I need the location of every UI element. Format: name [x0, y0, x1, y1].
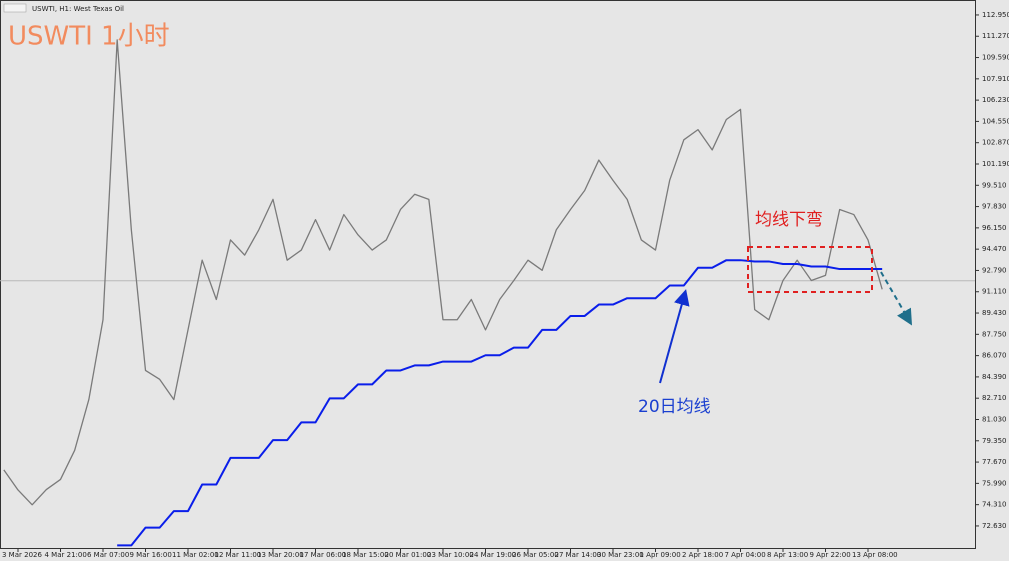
x-tick-label: 11 Mar 02:00: [172, 551, 219, 559]
y-tick-label: 94.470: [982, 245, 1007, 253]
x-tick-label: 24 Mar 19:00: [470, 551, 517, 559]
x-tick-label: 23 Mar 10:00: [427, 551, 474, 559]
x-tick-label: 9 Mar 16:00: [130, 551, 172, 559]
chart-title: USWTI 1小时: [8, 22, 170, 52]
y-tick-label: 112.950: [982, 11, 1009, 19]
y-tick-label: 86.070: [982, 352, 1007, 360]
y-tick-label: 87.750: [982, 330, 1007, 338]
window-header: USWTI, H1: West Texas Oil: [32, 5, 124, 13]
y-tick-label: 111.270: [982, 32, 1009, 40]
price-line-series: [3, 39, 883, 506]
x-tick-label: 13 Mar 20:00: [257, 551, 304, 559]
y-tick-label: 96.150: [982, 224, 1007, 232]
x-tick-label: 8 Apr 13:00: [767, 551, 808, 559]
ma-annotation: 20日均线: [638, 397, 711, 417]
window-icons: [3, 3, 27, 13]
x-tick-label: 27 Mar 14:00: [555, 551, 602, 559]
y-tick-label: 79.350: [982, 437, 1007, 445]
y-tick-label: 109.590: [982, 54, 1009, 62]
highlight-box: [747, 246, 873, 293]
x-tick-label: 18 Mar 15:00: [342, 551, 389, 559]
x-tick-label: 4 Mar 21:00: [45, 551, 87, 559]
x-tick-label: 12 Mar 11:00: [215, 551, 262, 559]
x-tick-label: 30 Mar 23:00: [597, 551, 644, 559]
y-tick-label: 89.430: [982, 309, 1007, 317]
x-tick-label: 13 Apr 08:00: [852, 551, 898, 559]
y-tick-label: 101.190: [982, 160, 1009, 168]
x-tick-label: 7 Apr 04:00: [725, 551, 766, 559]
y-tick-label: 102.870: [982, 139, 1009, 147]
y-tick-label: 91.110: [982, 288, 1007, 296]
moving-average-line: [117, 259, 883, 547]
y-tick-label: 99.510: [982, 181, 1007, 189]
x-tick-label: 1 Apr 09:00: [640, 551, 681, 559]
y-tick-label: 84.390: [982, 373, 1007, 381]
x-tick-label: 20 Mar 01:00: [385, 551, 432, 559]
y-tick-label: 72.630: [982, 522, 1007, 530]
x-tick-label: 6 Mar 07:00: [87, 551, 129, 559]
y-tick-label: 92.790: [982, 266, 1007, 274]
ma-arrow: [659, 289, 690, 384]
y-tick-label: 82.710: [982, 394, 1007, 402]
x-tick-label: 26 Mar 05:00: [512, 551, 559, 559]
x-tick-label: 2 Apr 18:00: [682, 551, 723, 559]
y-tick-label: 97.830: [982, 203, 1007, 211]
x-tick-label: 17 Mar 06:00: [300, 551, 347, 559]
x-tick-label: 3 Mar 2026: [2, 551, 42, 559]
x-tick-label: 9 Apr 22:00: [810, 551, 851, 559]
plot-frame: [0, 0, 976, 549]
bend-annotation: 均线下弯: [755, 210, 823, 230]
y-tick-label: 104.550: [982, 117, 1009, 125]
trend-arrow: [880, 271, 913, 326]
y-tick-label: 106.230: [982, 96, 1009, 104]
y-tick-label: 75.990: [982, 479, 1007, 487]
y-tick-label: 107.910: [982, 75, 1009, 83]
y-tick-label: 77.670: [982, 458, 1007, 466]
y-tick-label: 81.030: [982, 415, 1007, 423]
plot-area: [0, 39, 975, 547]
y-tick-label: 74.310: [982, 501, 1007, 509]
